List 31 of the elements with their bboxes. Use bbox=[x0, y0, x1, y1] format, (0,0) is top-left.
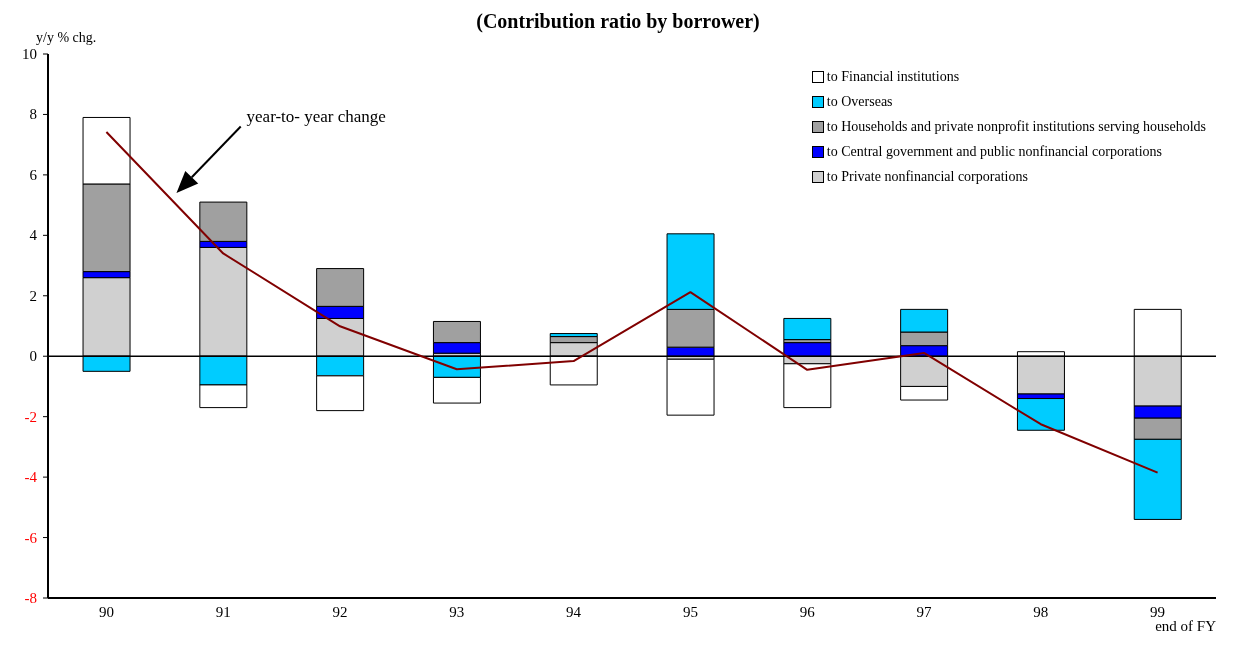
legend-label: to Overseas bbox=[826, 93, 893, 110]
y-tick-label: 10 bbox=[22, 46, 37, 62]
x-tick-label: 90 bbox=[98, 603, 114, 620]
x-tick-label: 94 bbox=[566, 603, 582, 620]
y-tick-label: -4 bbox=[24, 469, 38, 486]
annotation: year-to- year change bbox=[246, 106, 386, 127]
x-tick-label: 97 bbox=[916, 603, 932, 620]
y-axis-title: y/y % chg. bbox=[36, 30, 97, 46]
y-tick-label: 0 bbox=[29, 348, 37, 365]
x-tick-label: 91 bbox=[215, 603, 231, 620]
x-tick-label: 96 bbox=[799, 603, 816, 620]
x-tick-label: 93 bbox=[449, 603, 465, 620]
y-tick-label: -6 bbox=[24, 529, 38, 546]
legend-label: to Central government and public nonfinancial corporations bbox=[826, 143, 1162, 160]
chart-title: (Contribution ratio by borrower) bbox=[476, 10, 760, 32]
y-tick-label: 2 bbox=[29, 287, 37, 304]
y-tick-label: 6 bbox=[29, 166, 38, 183]
y-tick-label: 4 bbox=[29, 227, 38, 244]
y-tick-label: 8 bbox=[29, 106, 37, 123]
x-tick-label: 92 bbox=[332, 603, 348, 620]
x-tick-label: 98 bbox=[1033, 603, 1049, 620]
x-axis-title: end of FY bbox=[1155, 618, 1216, 635]
x-tick-label: 99 bbox=[1150, 603, 1166, 620]
x-tick-label: 95 bbox=[682, 603, 698, 620]
y-tick-label: -2 bbox=[24, 408, 37, 425]
legend-label: to Financial institutions bbox=[826, 68, 960, 85]
legend-label: to Households and private nonprofit institutions serving households bbox=[826, 118, 1206, 135]
y-tick-label: -8 bbox=[24, 590, 37, 606]
legend-label: to Private nonfinancial corporations bbox=[826, 168, 1028, 185]
bar bbox=[783, 317, 832, 341]
bar bbox=[666, 358, 715, 416]
